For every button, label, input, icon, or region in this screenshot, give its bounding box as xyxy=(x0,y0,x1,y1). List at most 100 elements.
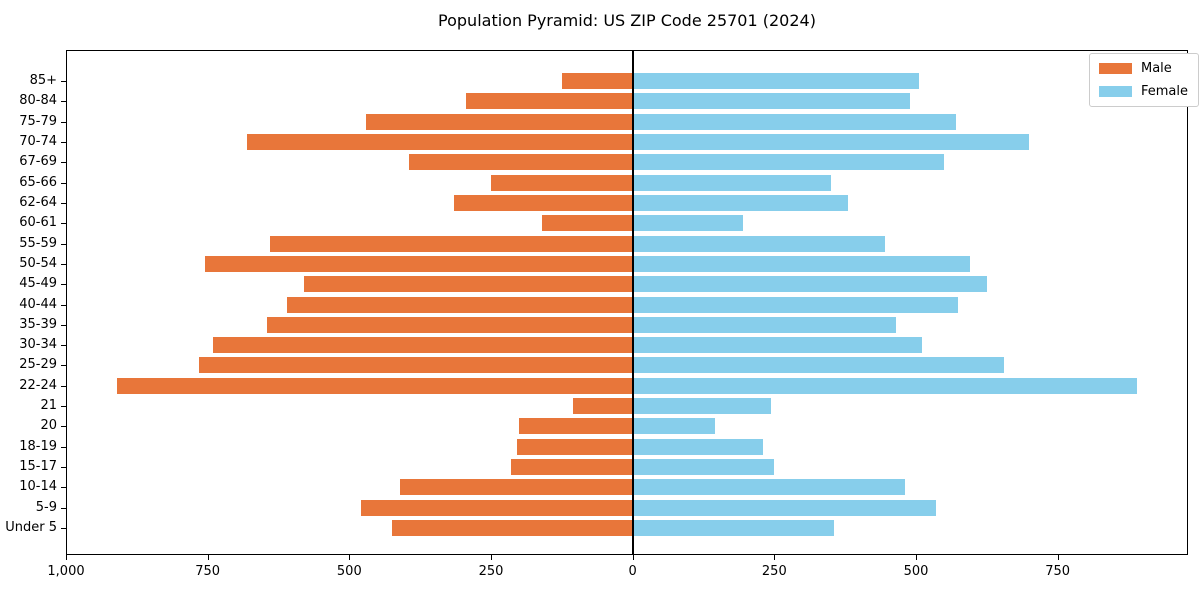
y-tick-mark xyxy=(61,446,66,448)
female-bar-70-74 xyxy=(632,133,1030,150)
x-tick-label: 250 xyxy=(478,564,504,579)
y-tick-mark xyxy=(61,426,66,428)
female-bar-under-5 xyxy=(632,520,834,536)
male-bar-under-5 xyxy=(391,520,633,536)
y-tick-label: 21 xyxy=(40,398,57,414)
female-bar-62-64 xyxy=(632,194,848,211)
y-tick-mark xyxy=(61,263,66,265)
y-tick-mark xyxy=(61,304,66,306)
y-tick-mark xyxy=(61,487,66,489)
y-tick-label: 55-59 xyxy=(19,235,57,251)
female-bar-45-49 xyxy=(632,276,987,293)
y-tick-mark xyxy=(61,345,66,347)
female-bar-25-29 xyxy=(632,357,1004,374)
y-tick-mark xyxy=(61,243,66,245)
female-bar-30-34 xyxy=(632,337,922,354)
female-bar-10-14 xyxy=(632,479,905,496)
y-tick-label: 75-79 xyxy=(19,113,57,129)
y-tick-label: 45-49 xyxy=(19,276,57,292)
male-bar-22-24 xyxy=(117,377,633,394)
female-bar-65-66 xyxy=(632,174,831,191)
male-bar-35-39 xyxy=(267,316,633,333)
y-tick-mark xyxy=(61,528,66,529)
x-tick-label: 250 xyxy=(761,564,787,579)
y-tick-label: 30-34 xyxy=(19,337,57,353)
x-tick-label: 1,000 xyxy=(47,564,85,579)
x-tick-label: 0 xyxy=(628,564,637,579)
female-bar-75-79 xyxy=(632,113,956,130)
male-bar-21 xyxy=(573,398,633,415)
y-tick-label: 60-61 xyxy=(19,215,57,231)
y-tick-label: 67-69 xyxy=(19,154,57,170)
y-tick-label: 65-66 xyxy=(19,174,57,190)
y-tick-mark xyxy=(61,365,66,367)
y-tick-label: Under 5 xyxy=(5,520,57,535)
legend-entry-male: Male xyxy=(1099,61,1188,76)
y-tick-label: 20 xyxy=(40,418,57,434)
x-tick-mark xyxy=(632,555,634,560)
y-tick-mark xyxy=(61,467,66,469)
male-bar-45-49 xyxy=(304,276,633,293)
x-tick-mark xyxy=(916,555,917,560)
y-tick-mark xyxy=(61,182,66,184)
x-tick-mark xyxy=(491,555,492,560)
y-tick-label: 5-9 xyxy=(35,499,57,515)
y-tick-mark xyxy=(61,324,66,326)
male-bar-20 xyxy=(519,418,633,435)
female-bar-60-61 xyxy=(632,215,744,232)
x-tick-label: 500 xyxy=(336,564,362,579)
male-bar-65-66 xyxy=(491,174,633,191)
y-tick-label: 15-17 xyxy=(19,459,57,475)
legend-entry-female: Female xyxy=(1099,84,1188,99)
male-bar-60-61 xyxy=(542,215,633,232)
chart-title: Population Pyramid: US ZIP Code 25701 (2… xyxy=(438,11,816,30)
female-bar-18-19 xyxy=(632,438,763,455)
y-tick-label: 70-74 xyxy=(19,133,57,149)
y-tick-mark xyxy=(61,121,66,123)
y-tick-label: 10-14 xyxy=(19,479,57,495)
y-tick-label: 50-54 xyxy=(19,255,57,271)
y-tick-mark xyxy=(61,202,66,204)
male-bar-80-84 xyxy=(465,93,633,110)
legend-male-label: Male xyxy=(1141,61,1172,76)
legend-female-swatch xyxy=(1099,86,1132,97)
y-tick-label: 25-29 xyxy=(19,357,57,373)
y-tick-mark xyxy=(61,406,66,408)
x-tick-label: 500 xyxy=(903,564,929,579)
plot-area-border xyxy=(66,50,1188,555)
female-bar-40-44 xyxy=(632,296,959,313)
female-bar-21 xyxy=(632,398,772,415)
zero-axis-line xyxy=(631,50,634,555)
y-tick-mark xyxy=(61,284,66,286)
male-bar-10-14 xyxy=(400,479,633,496)
female-bar-5-9 xyxy=(632,499,936,516)
legend: Male Female xyxy=(1089,53,1200,107)
y-tick-label: 18-19 xyxy=(19,438,57,454)
y-tick-label: 40-44 xyxy=(19,296,57,312)
y-tick-label: 85+ xyxy=(29,73,57,88)
female-bar-22-24 xyxy=(632,377,1137,394)
female-bar-55-59 xyxy=(632,235,885,252)
legend-female-label: Female xyxy=(1141,84,1189,99)
x-tick-label: 750 xyxy=(195,564,221,579)
y-tick-label: 22-24 xyxy=(19,377,57,393)
female-bar-20 xyxy=(632,418,715,435)
male-bar-25-29 xyxy=(199,357,633,374)
male-bar-67-69 xyxy=(408,154,633,171)
legend-male-swatch xyxy=(1099,63,1132,74)
x-tick-mark xyxy=(349,555,351,560)
male-bar-50-54 xyxy=(204,255,633,272)
male-bar-5-9 xyxy=(360,499,633,516)
female-bar-35-39 xyxy=(632,316,897,333)
y-tick-mark xyxy=(61,141,66,143)
y-tick-mark xyxy=(61,385,66,387)
male-bar-85+ xyxy=(561,73,633,89)
male-bar-70-74 xyxy=(247,133,633,150)
y-tick-mark xyxy=(61,507,66,509)
male-bar-30-34 xyxy=(213,337,633,354)
y-tick-mark xyxy=(61,162,66,164)
female-bar-50-54 xyxy=(632,255,970,272)
y-tick-label: 35-39 xyxy=(19,316,57,332)
male-bar-15-17 xyxy=(510,459,633,476)
